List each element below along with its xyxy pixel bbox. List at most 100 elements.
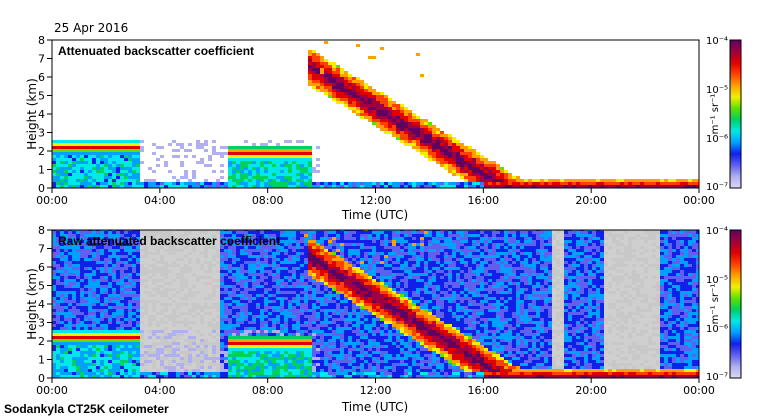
heatmap-cell — [120, 146, 124, 149]
heatmap-cell — [276, 354, 280, 357]
heatmap-cell — [168, 348, 172, 351]
heatmap-cell — [296, 366, 300, 369]
heatmap-cell — [416, 116, 420, 119]
heatmap-cell — [300, 273, 304, 276]
heatmap-cell — [224, 264, 228, 267]
heatmap-cell — [268, 170, 272, 173]
heatmap-cell — [240, 351, 244, 354]
heatmap-cell — [516, 176, 520, 179]
heatmap-cell — [80, 152, 84, 155]
heatmap-cell — [68, 348, 72, 351]
heatmap-cell — [128, 276, 132, 279]
heatmap-cell — [172, 321, 176, 324]
heatmap-cell — [272, 336, 276, 339]
heatmap-cell — [176, 270, 180, 273]
heatmap-cell — [232, 369, 236, 372]
heatmap-cell — [188, 348, 192, 351]
heatmap-cell — [440, 152, 444, 155]
heatmap-cell — [208, 330, 212, 333]
heatmap-cell — [288, 372, 292, 375]
heatmap-cell — [68, 146, 72, 149]
heatmap-cell — [172, 249, 176, 252]
heatmap-cell — [208, 336, 212, 339]
heatmap-cell — [104, 231, 108, 234]
heatmap-cell — [192, 282, 196, 285]
heatmap-cell — [408, 137, 412, 140]
heatmap-cell — [140, 261, 144, 264]
heatmap-cell — [404, 122, 408, 125]
heatmap-cell — [96, 149, 100, 152]
heatmap-cell — [52, 315, 56, 318]
heatmap-cell — [272, 276, 276, 279]
heatmap-cell — [664, 179, 668, 182]
heatmap-cell — [164, 249, 168, 252]
heatmap-cell — [276, 185, 280, 188]
heatmap-cell — [76, 143, 80, 146]
heatmap-cell — [92, 342, 96, 345]
heatmap-cell — [252, 324, 256, 327]
heatmap-cell — [120, 264, 124, 267]
x-tick-label: 12:00 — [360, 194, 392, 207]
heatmap-cell — [292, 339, 296, 342]
heatmap-cell — [148, 354, 152, 357]
heatmap-cell — [280, 243, 284, 246]
heatmap-cell — [180, 330, 184, 333]
heatmap-cell — [120, 342, 124, 345]
heatmap-cell — [296, 261, 300, 264]
heatmap-cell — [244, 167, 248, 170]
heatmap-cell — [380, 116, 384, 119]
heatmap-cell — [272, 270, 276, 273]
heatmap-cell — [252, 333, 256, 336]
heatmap-cell — [176, 185, 180, 188]
heatmap-cell — [264, 231, 268, 234]
heatmap-cell — [80, 155, 84, 158]
heatmap-cell — [64, 321, 68, 324]
heatmap-cell — [64, 143, 68, 146]
heatmap-cell — [572, 185, 576, 188]
heatmap-cell — [228, 267, 232, 270]
heatmap-cell — [220, 288, 224, 291]
heatmap-cell — [400, 104, 404, 107]
heatmap-cell — [468, 173, 472, 176]
heatmap-cell — [468, 152, 472, 155]
heatmap-cell — [336, 77, 340, 80]
heatmap-cell — [164, 270, 168, 273]
heatmap-cell — [364, 83, 368, 86]
heatmap-cell — [172, 276, 176, 279]
heatmap-cell — [304, 164, 308, 167]
heatmap-cell — [496, 167, 500, 170]
heatmap-cell — [232, 288, 236, 291]
heatmap-cell — [100, 164, 104, 167]
heatmap-cell — [180, 369, 184, 372]
heatmap-cell — [280, 276, 284, 279]
heatmap-cell — [108, 179, 112, 182]
heatmap-cell — [300, 324, 304, 327]
heatmap-cell — [220, 255, 224, 258]
heatmap-cell — [288, 375, 292, 378]
heatmap-cell — [516, 179, 520, 182]
heatmap-cell — [248, 240, 252, 243]
heatmap-cell — [228, 282, 232, 285]
heatmap-cell — [348, 74, 352, 77]
heatmap-cell — [336, 89, 340, 92]
heatmap-cell — [336, 83, 340, 86]
heatmap-cell — [148, 360, 152, 363]
heatmap-cell — [60, 161, 64, 164]
heatmap-cell — [256, 339, 260, 342]
heatmap-cell — [244, 369, 248, 372]
heatmap-cell — [88, 303, 92, 306]
heatmap-cell — [268, 312, 272, 315]
heatmap-cell — [104, 146, 108, 149]
heatmap-cell — [80, 357, 84, 360]
heatmap-cell — [124, 249, 128, 252]
heatmap-cell — [276, 261, 280, 264]
heatmap-cell — [80, 161, 84, 164]
heatmap-cell — [328, 185, 332, 188]
heatmap-cell — [184, 267, 188, 270]
heatmap-cell — [240, 164, 244, 167]
heatmap-cell — [276, 366, 280, 369]
heatmap-cell — [60, 342, 64, 345]
heatmap-cell — [304, 357, 308, 360]
heatmap-cell — [320, 71, 324, 74]
heatmap-cell — [80, 294, 84, 297]
